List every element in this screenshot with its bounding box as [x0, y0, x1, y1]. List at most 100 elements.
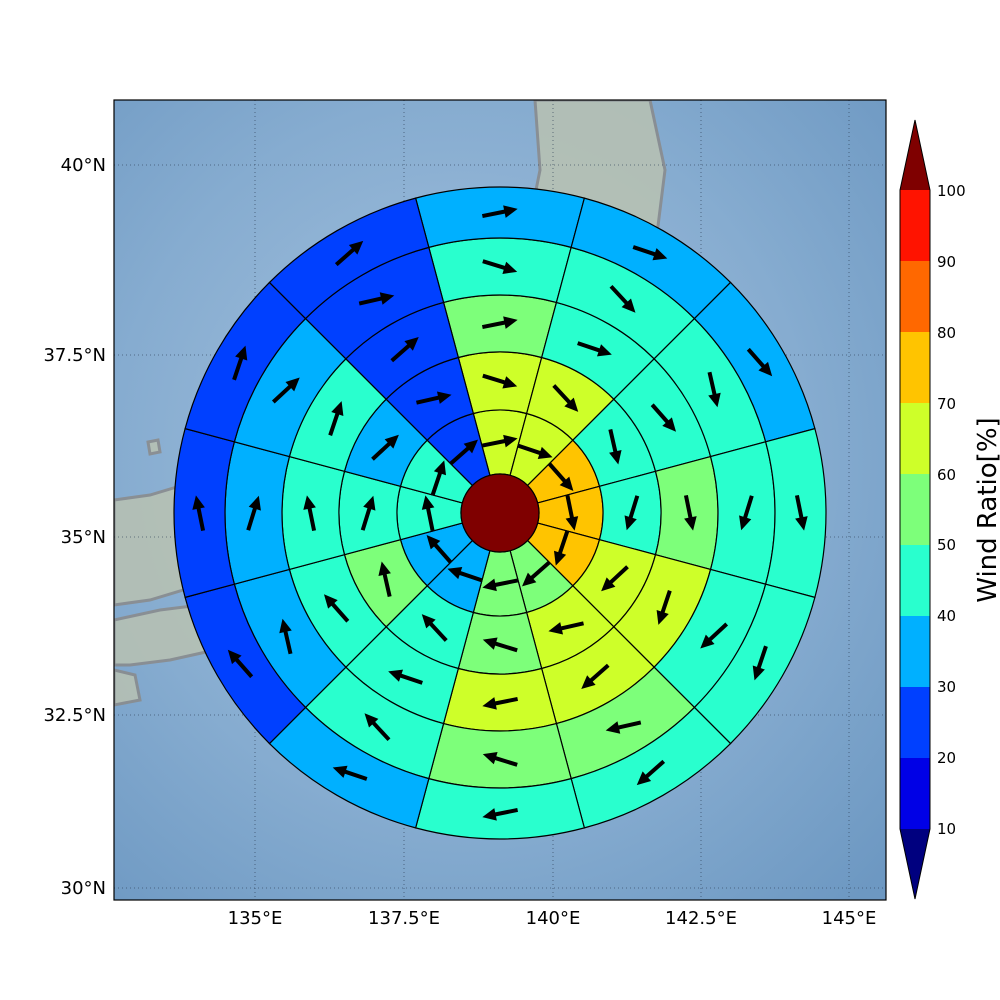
wind-arrow-ring3-sector11	[328, 401, 344, 436]
cell-ring5-sector1	[414, 186, 586, 249]
colorbar-swatch-8	[900, 261, 930, 332]
wind-arrow-ring4-sector11	[271, 377, 300, 404]
cell-ring3-sector1	[442, 294, 558, 359]
land-kyushu	[114, 668, 142, 707]
wind-arrow-ring3-sector12	[390, 336, 419, 363]
land-oki	[146, 438, 162, 456]
wind-arrow-ring2-sector5	[601, 565, 629, 592]
lat-axis: 40°N 37.5°N 35°N 32.5°N 30°N	[43, 155, 106, 899]
wind-arrow-ring4-sector6	[605, 720, 642, 734]
colorbar-extend-high	[900, 120, 930, 190]
wind-arrow-ring5-sector6	[636, 759, 666, 786]
cell-ring3-sector4	[654, 455, 719, 571]
wind-arrow-ring2-sector12	[416, 391, 452, 405]
wind-arrow-ring5-sector2	[632, 245, 668, 261]
wind-arrow-ring1-sector3	[548, 462, 574, 491]
colorbar-label-90: 90	[937, 253, 956, 271]
colorbar-label-100: 100	[937, 182, 966, 200]
colorbar-swatches	[899, 119, 931, 900]
wind-arrow-ring3-sector6	[581, 663, 610, 690]
wind-arrow-ring4-sector12	[358, 292, 395, 306]
wind-arrow-ring4-sector8	[364, 713, 391, 742]
colorbar-label-40: 40	[937, 607, 956, 625]
colorbar-swatch-3	[900, 616, 930, 687]
colorbar-labels: 10 20 30 40 50 60 70 80 90 100	[937, 182, 966, 838]
wind-arrows	[192, 205, 808, 821]
center-cell	[460, 473, 540, 553]
colorbar-label-20: 20	[937, 749, 956, 767]
cell-ring3-sector10	[281, 455, 346, 571]
wind-arrow-ring5-sector3	[746, 347, 773, 377]
wind-arrow-ring4-sector3	[707, 371, 721, 408]
lat-label-32-5: 32.5°N	[43, 705, 106, 726]
lat-label-40: 40°N	[61, 155, 106, 176]
colorbar-swatch-7	[900, 332, 930, 403]
wind-arrow-ring3-sector2	[577, 341, 612, 357]
wind-arrow-ring3-sector8	[388, 669, 423, 685]
wind-arrow-ring1-sector4	[565, 494, 579, 531]
wind-arrow-ring2-sector1	[482, 373, 518, 389]
wind-arrow-ring5-sector11	[232, 345, 248, 381]
lon-label-145: 145°E	[822, 908, 877, 929]
wind-arrow-ring4-sector9	[279, 618, 293, 655]
cell-ring4-sector10	[224, 441, 291, 585]
wind-arrow-ring4-sector7	[482, 752, 518, 767]
wind-arrow-ring2-sector3	[608, 429, 622, 465]
wind-arrow-ring5-sector8	[332, 765, 368, 781]
wind-arrow-ring5-sector5	[752, 645, 768, 681]
wind-arrow-ring1-sector5	[553, 530, 570, 566]
lat-label-37-5: 37.5°N	[43, 345, 106, 366]
wind-arrow-ring2-sector4	[624, 495, 640, 531]
wind-arrow-ring3-sector5	[656, 590, 672, 625]
wind-arrow-ring2-sector2	[552, 384, 579, 412]
wind-arrow-ring5-sector12	[334, 240, 364, 267]
lon-label-137-5: 137.5°E	[368, 908, 440, 929]
wind-arrow-ring1-sector2	[517, 443, 553, 460]
colorbar-swatch-1	[900, 758, 930, 829]
wind-arrow-ring5-sector4	[794, 494, 808, 531]
wind-arrow-ring3-sector10	[303, 495, 317, 532]
cell-ring4-sector1	[428, 237, 572, 304]
lon-label-135: 135°E	[228, 908, 283, 929]
colorbar-label-10: 10	[937, 820, 956, 838]
wind-arrow-ring1-sector6	[522, 561, 551, 587]
colorbar-swatch-2	[900, 687, 930, 758]
colorbar-swatch-5	[900, 474, 930, 545]
colorbar-label-80: 80	[937, 324, 956, 342]
colorbar-label-30: 30	[937, 678, 956, 696]
cell-ring3-sector7	[442, 667, 558, 732]
wind-arrow-ring4-sector1	[482, 259, 518, 274]
map-frame	[113, 99, 887, 901]
cell-ring5-sector7	[414, 777, 586, 840]
lat-label-30: 30°N	[61, 878, 106, 899]
wind-arrow-ring4-sector2	[609, 284, 636, 313]
wind-arrow-ring3-sector4	[683, 494, 697, 531]
wind-arrow-ring5-sector10	[192, 495, 206, 532]
colorbar-extend-low	[900, 829, 930, 899]
wind-arrow-ring1-sector8	[447, 566, 483, 583]
wind-arrow-ring1-sector12	[449, 439, 478, 465]
colorbar-swatch-6	[900, 403, 930, 474]
wind-arrow-ring2-sector11	[371, 434, 399, 461]
colorbar-label-70: 70	[937, 395, 956, 413]
cell-ring5-sector10	[173, 427, 236, 599]
map-panel	[114, 100, 886, 900]
lon-label-142-5: 142.5°E	[665, 908, 737, 929]
colorbar-outline	[899, 119, 931, 900]
wind-arrow-ring5-sector7	[482, 807, 519, 821]
wind-arrow-ring2-sector8	[421, 614, 448, 642]
cell-ring4-sector7	[428, 722, 572, 789]
wind-arrow-ring2-sector7	[482, 637, 518, 653]
lat-label-35: 35°N	[61, 527, 106, 548]
cell-ring5-sector12	[268, 197, 430, 320]
colorbar-label-50: 50	[937, 536, 956, 554]
wind-arrow-ring2-sector9	[378, 561, 392, 597]
wind-arrow-ring3-sector9	[323, 594, 350, 623]
wind-arrow-ring1-sector9	[426, 535, 452, 564]
wind-arrow-ring1-sector7	[482, 578, 519, 592]
colorbar-title: Wind Ratio[%]	[973, 417, 1000, 602]
wind-arrow-ring4-sector4	[739, 495, 754, 531]
wind-arrow-ring5-sector1	[481, 205, 518, 219]
cell-ring4-sector4	[709, 441, 776, 585]
